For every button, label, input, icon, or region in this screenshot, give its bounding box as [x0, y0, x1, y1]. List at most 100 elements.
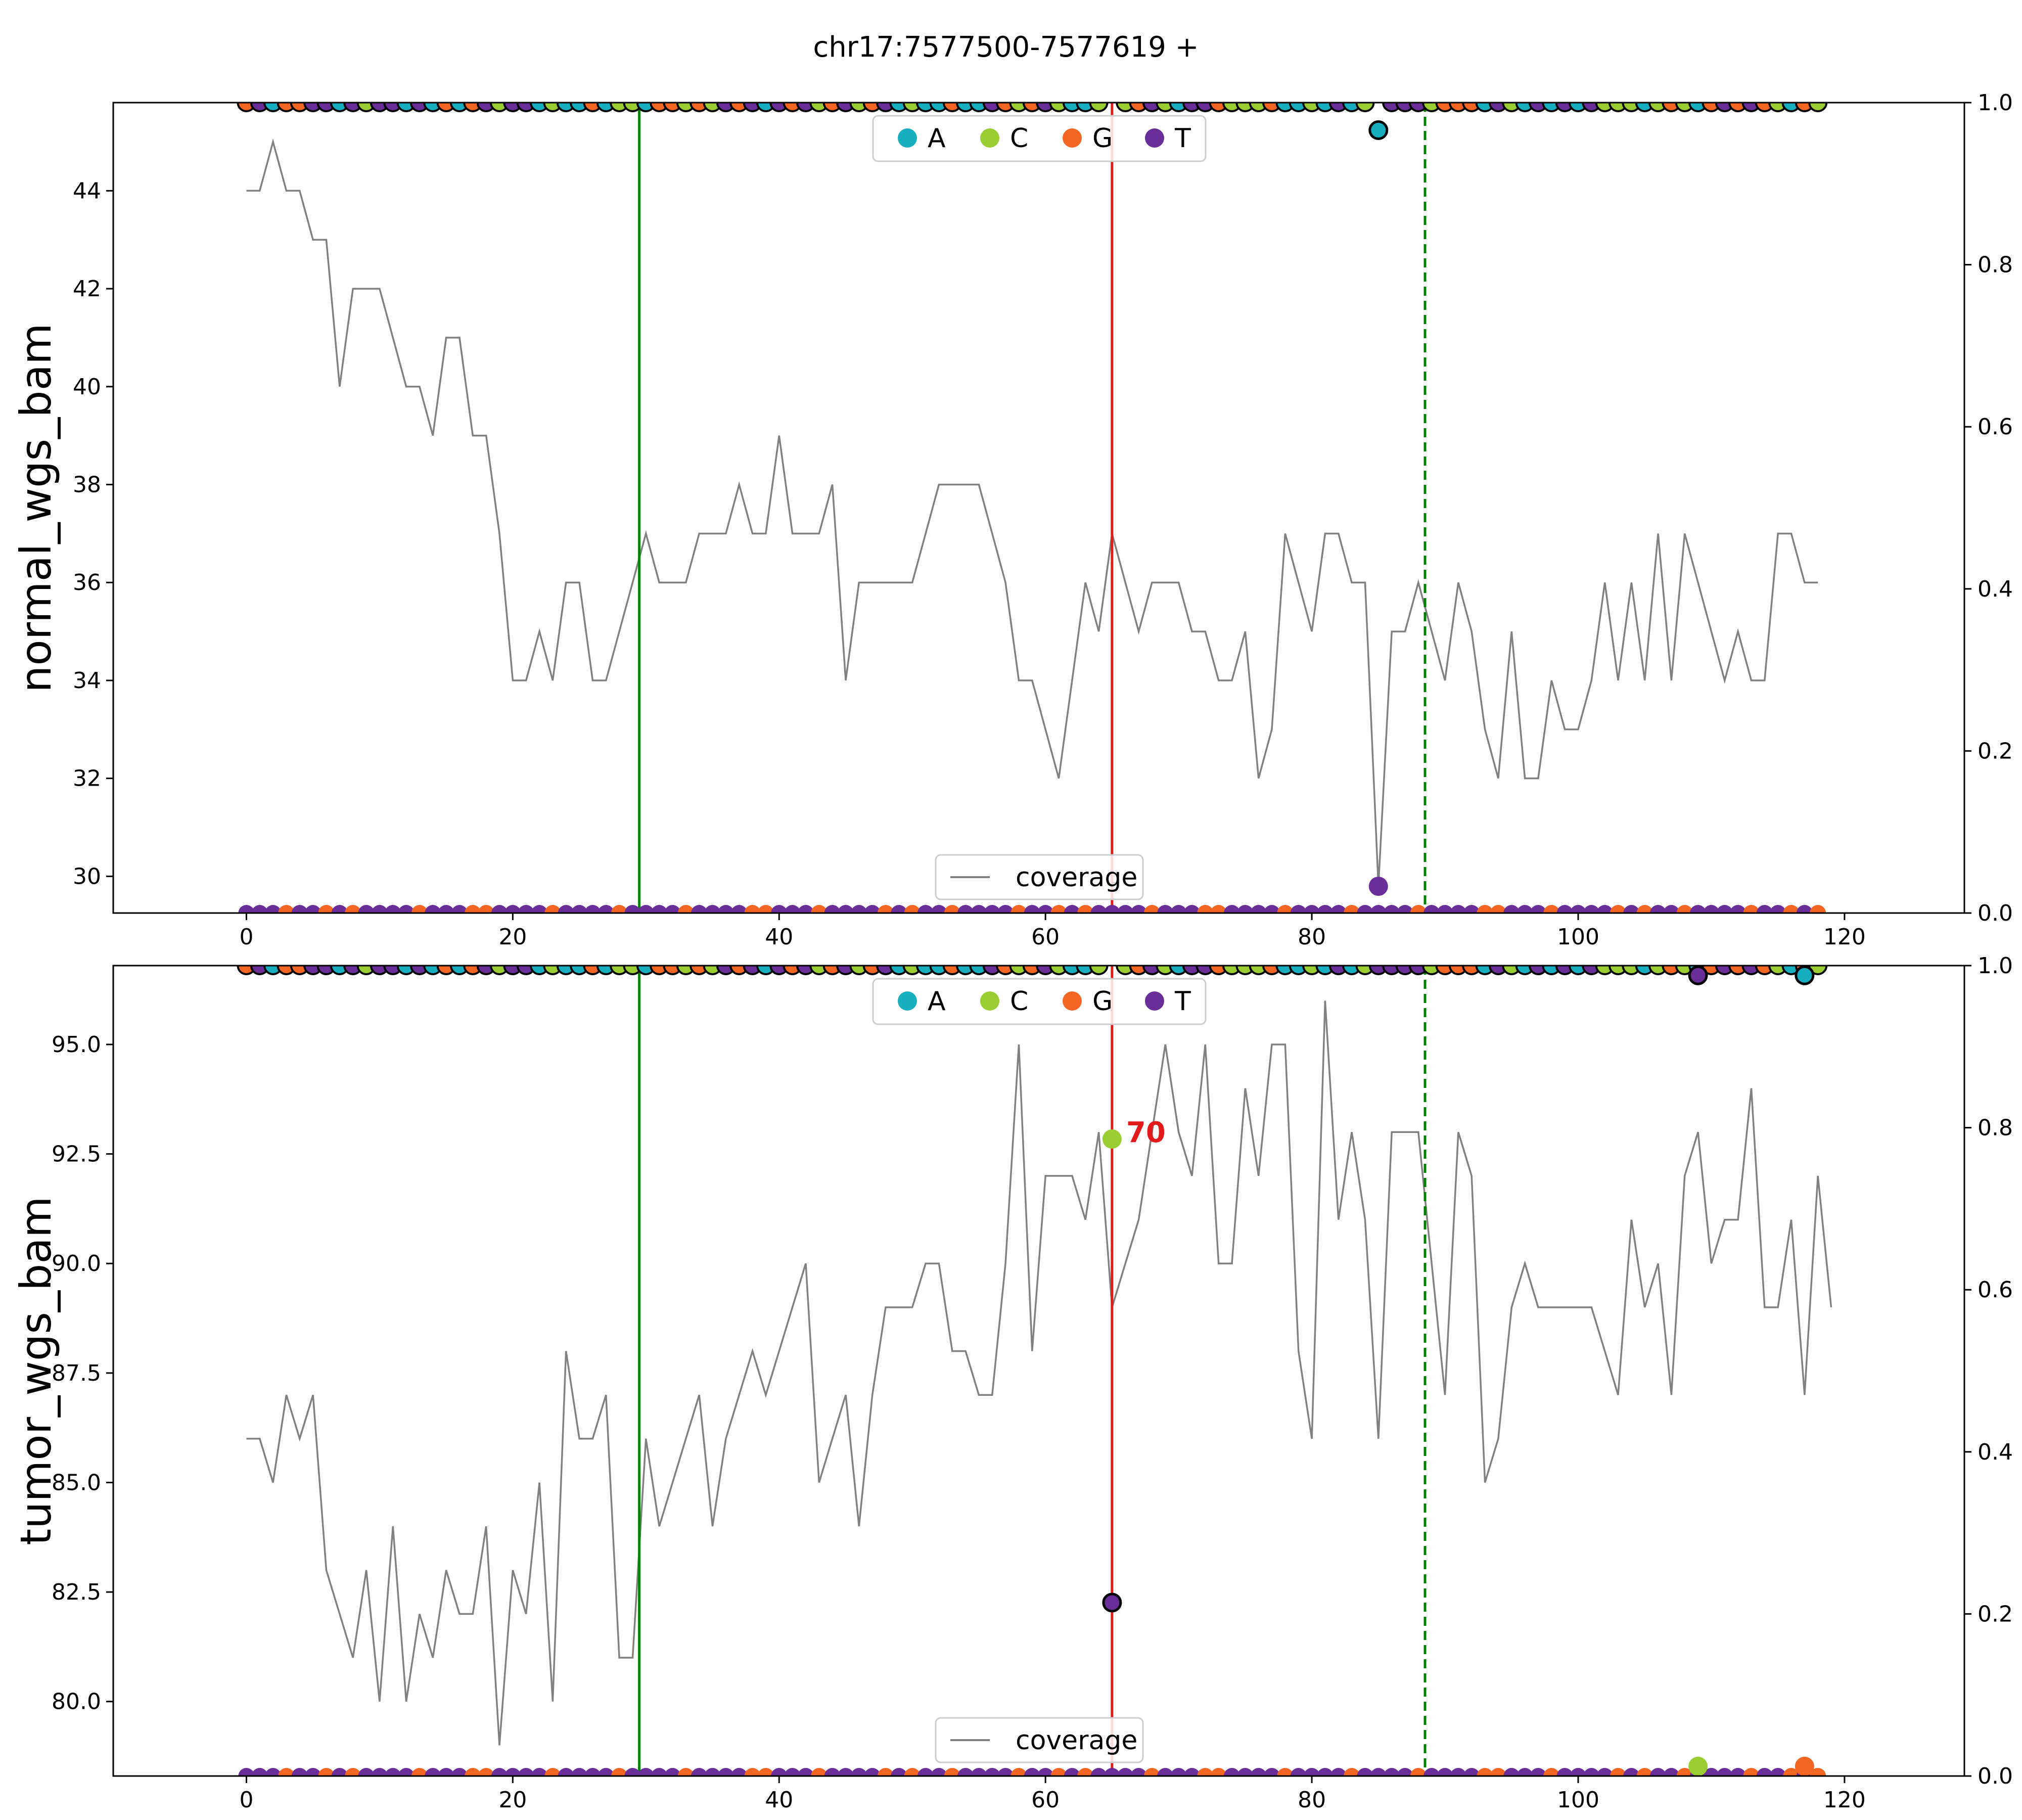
alt-base-point: [1304, 905, 1320, 913]
alt-base-point: [584, 1768, 601, 1776]
alt-base-point: [1064, 1768, 1080, 1776]
alt-base-point: [1010, 1768, 1027, 1776]
alt-base-point: [1210, 1768, 1227, 1776]
alt-base-point: [531, 1768, 548, 1776]
legend-marker-C: [980, 991, 999, 1011]
alt-base-point: [1583, 1768, 1600, 1776]
alt-base-point: [544, 1768, 561, 1776]
alt-base-point: [518, 1768, 534, 1776]
variant-point-T: [1368, 877, 1388, 896]
alt-base-point: [544, 905, 561, 913]
legend-label-C: C: [1010, 986, 1028, 1017]
variant-point-C: [1102, 1129, 1122, 1149]
alt-base-point: [757, 905, 774, 913]
legend-label-coverage: coverage: [1016, 1725, 1137, 1756]
alt-base-point: [598, 1768, 614, 1776]
alt-base-point: [584, 905, 601, 913]
alt-base-point: [1090, 1768, 1107, 1776]
alt-base-point: [1450, 905, 1466, 913]
alt-base-point: [1357, 1768, 1373, 1776]
alt-base-point: [1756, 1768, 1773, 1776]
alt-base-point: [837, 1768, 854, 1776]
alt-base-point: [1010, 905, 1027, 913]
alt-base-point: [944, 1768, 960, 1776]
alt-base-point: [878, 1768, 894, 1776]
alt-base-point: [1370, 905, 1387, 913]
alt-base-point: [1570, 905, 1586, 913]
alt-base-point: [1143, 1768, 1160, 1776]
alt-base-point: [1237, 905, 1254, 913]
x-tick-label: 0: [239, 924, 253, 950]
alt-base-point: [611, 905, 628, 913]
alt-base-point: [1556, 1768, 1573, 1776]
legend-label-A: A: [928, 123, 946, 154]
alt-base-point: [637, 1768, 654, 1776]
alt-base-point: [1077, 905, 1094, 913]
right-y-tick-label: 1.0: [1978, 90, 2013, 116]
alt-base-point: [677, 905, 694, 913]
variant-point-T: [1688, 965, 1708, 985]
alt-base-point: [757, 1768, 774, 1776]
alt-base-point: [878, 905, 894, 913]
plot-area: [237, 966, 1832, 1776]
alt-base-point: [358, 1768, 375, 1776]
alt-base-point: [971, 1768, 987, 1776]
legend-box: [872, 978, 1207, 1025]
alt-base-point: [1210, 905, 1227, 913]
alt-base-point: [664, 1768, 681, 1776]
alt-base-point: [931, 905, 947, 913]
alt-base-point: [1290, 905, 1307, 913]
y-axis-label: normal_wgs_bam: [11, 323, 61, 693]
alt-base-point: [398, 1768, 415, 1776]
alt-base-point: [784, 1768, 801, 1776]
alt-base-point: [1743, 1768, 1760, 1776]
alt-base-point: [1703, 905, 1720, 913]
alt-base-point: [864, 905, 881, 913]
right-y-tick-label: 0.4: [1978, 576, 2013, 602]
alt-base-point: [1170, 905, 1187, 913]
alt-base-point: [1264, 1768, 1280, 1776]
y-tick-label: 40: [73, 374, 101, 400]
alt-base-point: [1050, 905, 1067, 913]
alt-base-point: [411, 905, 428, 913]
alt-base-point: [717, 1768, 734, 1776]
alt-base-point: [331, 1768, 348, 1776]
alt-base-point: [1596, 1768, 1613, 1776]
alt-base-point: [371, 905, 388, 913]
alt-base-point: [984, 905, 1000, 913]
alt-base-point: [1037, 1768, 1054, 1776]
panel-tumor_wgs_bam: 70 80.0 82.5 85.0 87.5 90.0 92.5 95.0 0.0 0.2 0.4 0…: [11, 953, 2013, 1813]
axes-frame: [112, 965, 1965, 1777]
right-y-tick-label: 0.0: [1978, 900, 2013, 926]
alt-base-point: [305, 905, 321, 913]
alt-base-point: [1650, 905, 1667, 913]
alt-base-point: [797, 1768, 814, 1776]
alt-base-point: [1183, 905, 1200, 913]
y-tick-label: 36: [73, 570, 101, 596]
alt-base-point: [1117, 905, 1134, 913]
alt-base-point: [1663, 905, 1680, 913]
alt-base-point: [677, 1768, 694, 1776]
alt-base-point: [411, 1768, 428, 1776]
legend-marker-T: [1145, 991, 1164, 1011]
alt-base-point: [944, 905, 960, 913]
right-y-tick-label: 1.0: [1978, 953, 2013, 979]
alt-base-point: [478, 905, 494, 913]
alt-base-point: [1183, 1768, 1200, 1776]
plot-area: [237, 103, 1828, 913]
alt-base-point: [265, 905, 282, 913]
y-tick-label: 38: [73, 472, 101, 497]
alt-base-point: [318, 905, 335, 913]
x-tick-label: 20: [498, 924, 527, 950]
right-y-tick-label: 0.4: [1978, 1439, 2013, 1465]
right-y-tick-label: 0.6: [1978, 414, 2013, 440]
alt-base-point: [864, 1768, 881, 1776]
alt-base-point: [1117, 1768, 1134, 1776]
alt-base-point: [1556, 905, 1573, 913]
alt-base-point: [1703, 1768, 1720, 1776]
alt-base-point: [1237, 1768, 1254, 1776]
alt-base-point: [1623, 905, 1640, 913]
variant-point-C: [1688, 1756, 1708, 1776]
alt-base-point: [305, 1768, 321, 1776]
alt-base-point: [1423, 905, 1440, 913]
